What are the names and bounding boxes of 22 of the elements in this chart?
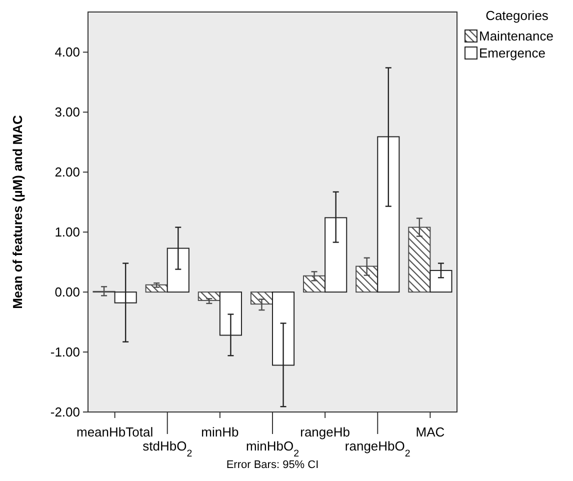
bar (145, 284, 168, 293)
legend-label: Maintenance (479, 28, 554, 44)
text: Error Bars: 95% CI (226, 459, 319, 471)
y-tick-label: 1.00 (54, 224, 80, 240)
y-tick-label: -1.00 (50, 344, 80, 360)
x-tick-label: minHb (201, 424, 239, 440)
y-tick-label: -2.00 (50, 404, 80, 420)
x-tick-label: meanHbTotal (76, 424, 154, 440)
y-tick-label: 4.00 (54, 44, 80, 60)
y-tick-label: 3.00 (54, 104, 80, 120)
bar (303, 275, 326, 293)
legend-title: Categories (486, 8, 549, 23)
y-axis-title: Mean of features (µM) and MAC (10, 114, 25, 309)
x-tick-label: rangeHb (300, 424, 350, 440)
y-tick-label: 2.00 (54, 164, 80, 180)
legend-label: Emergence (479, 46, 546, 61)
y-tick-label: 0.00 (54, 284, 80, 300)
x-tick-label: minHbO$_{2}$ (246, 438, 300, 460)
bar (198, 292, 220, 301)
x-tick-label: MAC (416, 424, 445, 440)
x-tick-label: stdHbO$_{2}$ (142, 438, 192, 460)
x-tick-label: rangeHbO$_{2}$ (344, 438, 410, 460)
